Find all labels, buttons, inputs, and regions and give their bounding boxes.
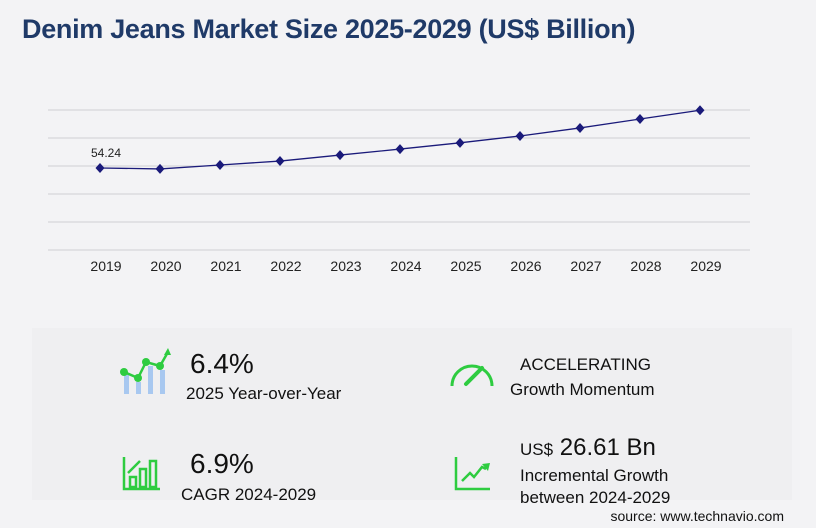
series-line <box>99 109 701 170</box>
incr-amount: 26.61 Bn <box>559 434 656 461</box>
yoy-label: 2025 Year-over-Year <box>186 384 342 403</box>
momentum-value: ACCELERATING <box>520 355 651 374</box>
data-point <box>335 150 345 161</box>
data-point <box>395 144 405 155</box>
x-tick-label: 2025 <box>450 258 481 274</box>
line-chart: 2019 2020 2021 2022 2023 2024 2025 2026 2027 2028… <box>48 105 750 274</box>
data-point <box>275 156 285 167</box>
x-tick-label: 2022 <box>270 258 301 274</box>
x-tick-label: 2023 <box>330 258 361 274</box>
incr-label-2: between 2024-2029 <box>520 488 671 507</box>
currency-prefix: US$ <box>520 440 554 459</box>
bar-chart-icon <box>122 457 160 491</box>
x-tick-label: 2021 <box>210 258 241 274</box>
data-point <box>515 130 525 141</box>
data-point <box>155 163 165 174</box>
yoy-value: 6.4% <box>190 348 254 379</box>
data-point <box>215 159 225 170</box>
cagr-label: CAGR 2024-2029 <box>181 485 317 504</box>
x-tick-label: 2027 <box>570 258 601 274</box>
x-tick-label: 2020 <box>150 258 181 274</box>
stats-panel <box>32 328 792 500</box>
x-tick-label: 2024 <box>390 258 421 274</box>
x-tick-label: 2029 <box>690 258 721 274</box>
data-point <box>455 137 465 148</box>
x-tick-label: 2028 <box>630 258 661 274</box>
momentum-label: Growth Momentum <box>510 380 655 399</box>
data-label: 54.24 <box>91 146 121 160</box>
data-point <box>95 162 105 173</box>
data-point <box>635 114 645 125</box>
incr-label-1: Incremental Growth <box>520 466 669 485</box>
incremental-growth-value: US$ 26.61 Bn <box>520 434 656 462</box>
data-point <box>575 122 585 133</box>
source-text: source: www.technavio.com <box>610 508 784 524</box>
x-tick-label: 2019 <box>90 258 121 274</box>
speedometer-icon <box>450 364 494 387</box>
trend-up-icon <box>454 457 490 491</box>
cagr-value: 6.9% <box>190 448 254 479</box>
chart-title: Denim Jeans Market Size 2025-2029 (US$ B… <box>22 14 636 44</box>
growth-chart-icon <box>120 348 171 394</box>
x-tick-label: 2026 <box>510 258 541 274</box>
data-point <box>695 105 705 116</box>
